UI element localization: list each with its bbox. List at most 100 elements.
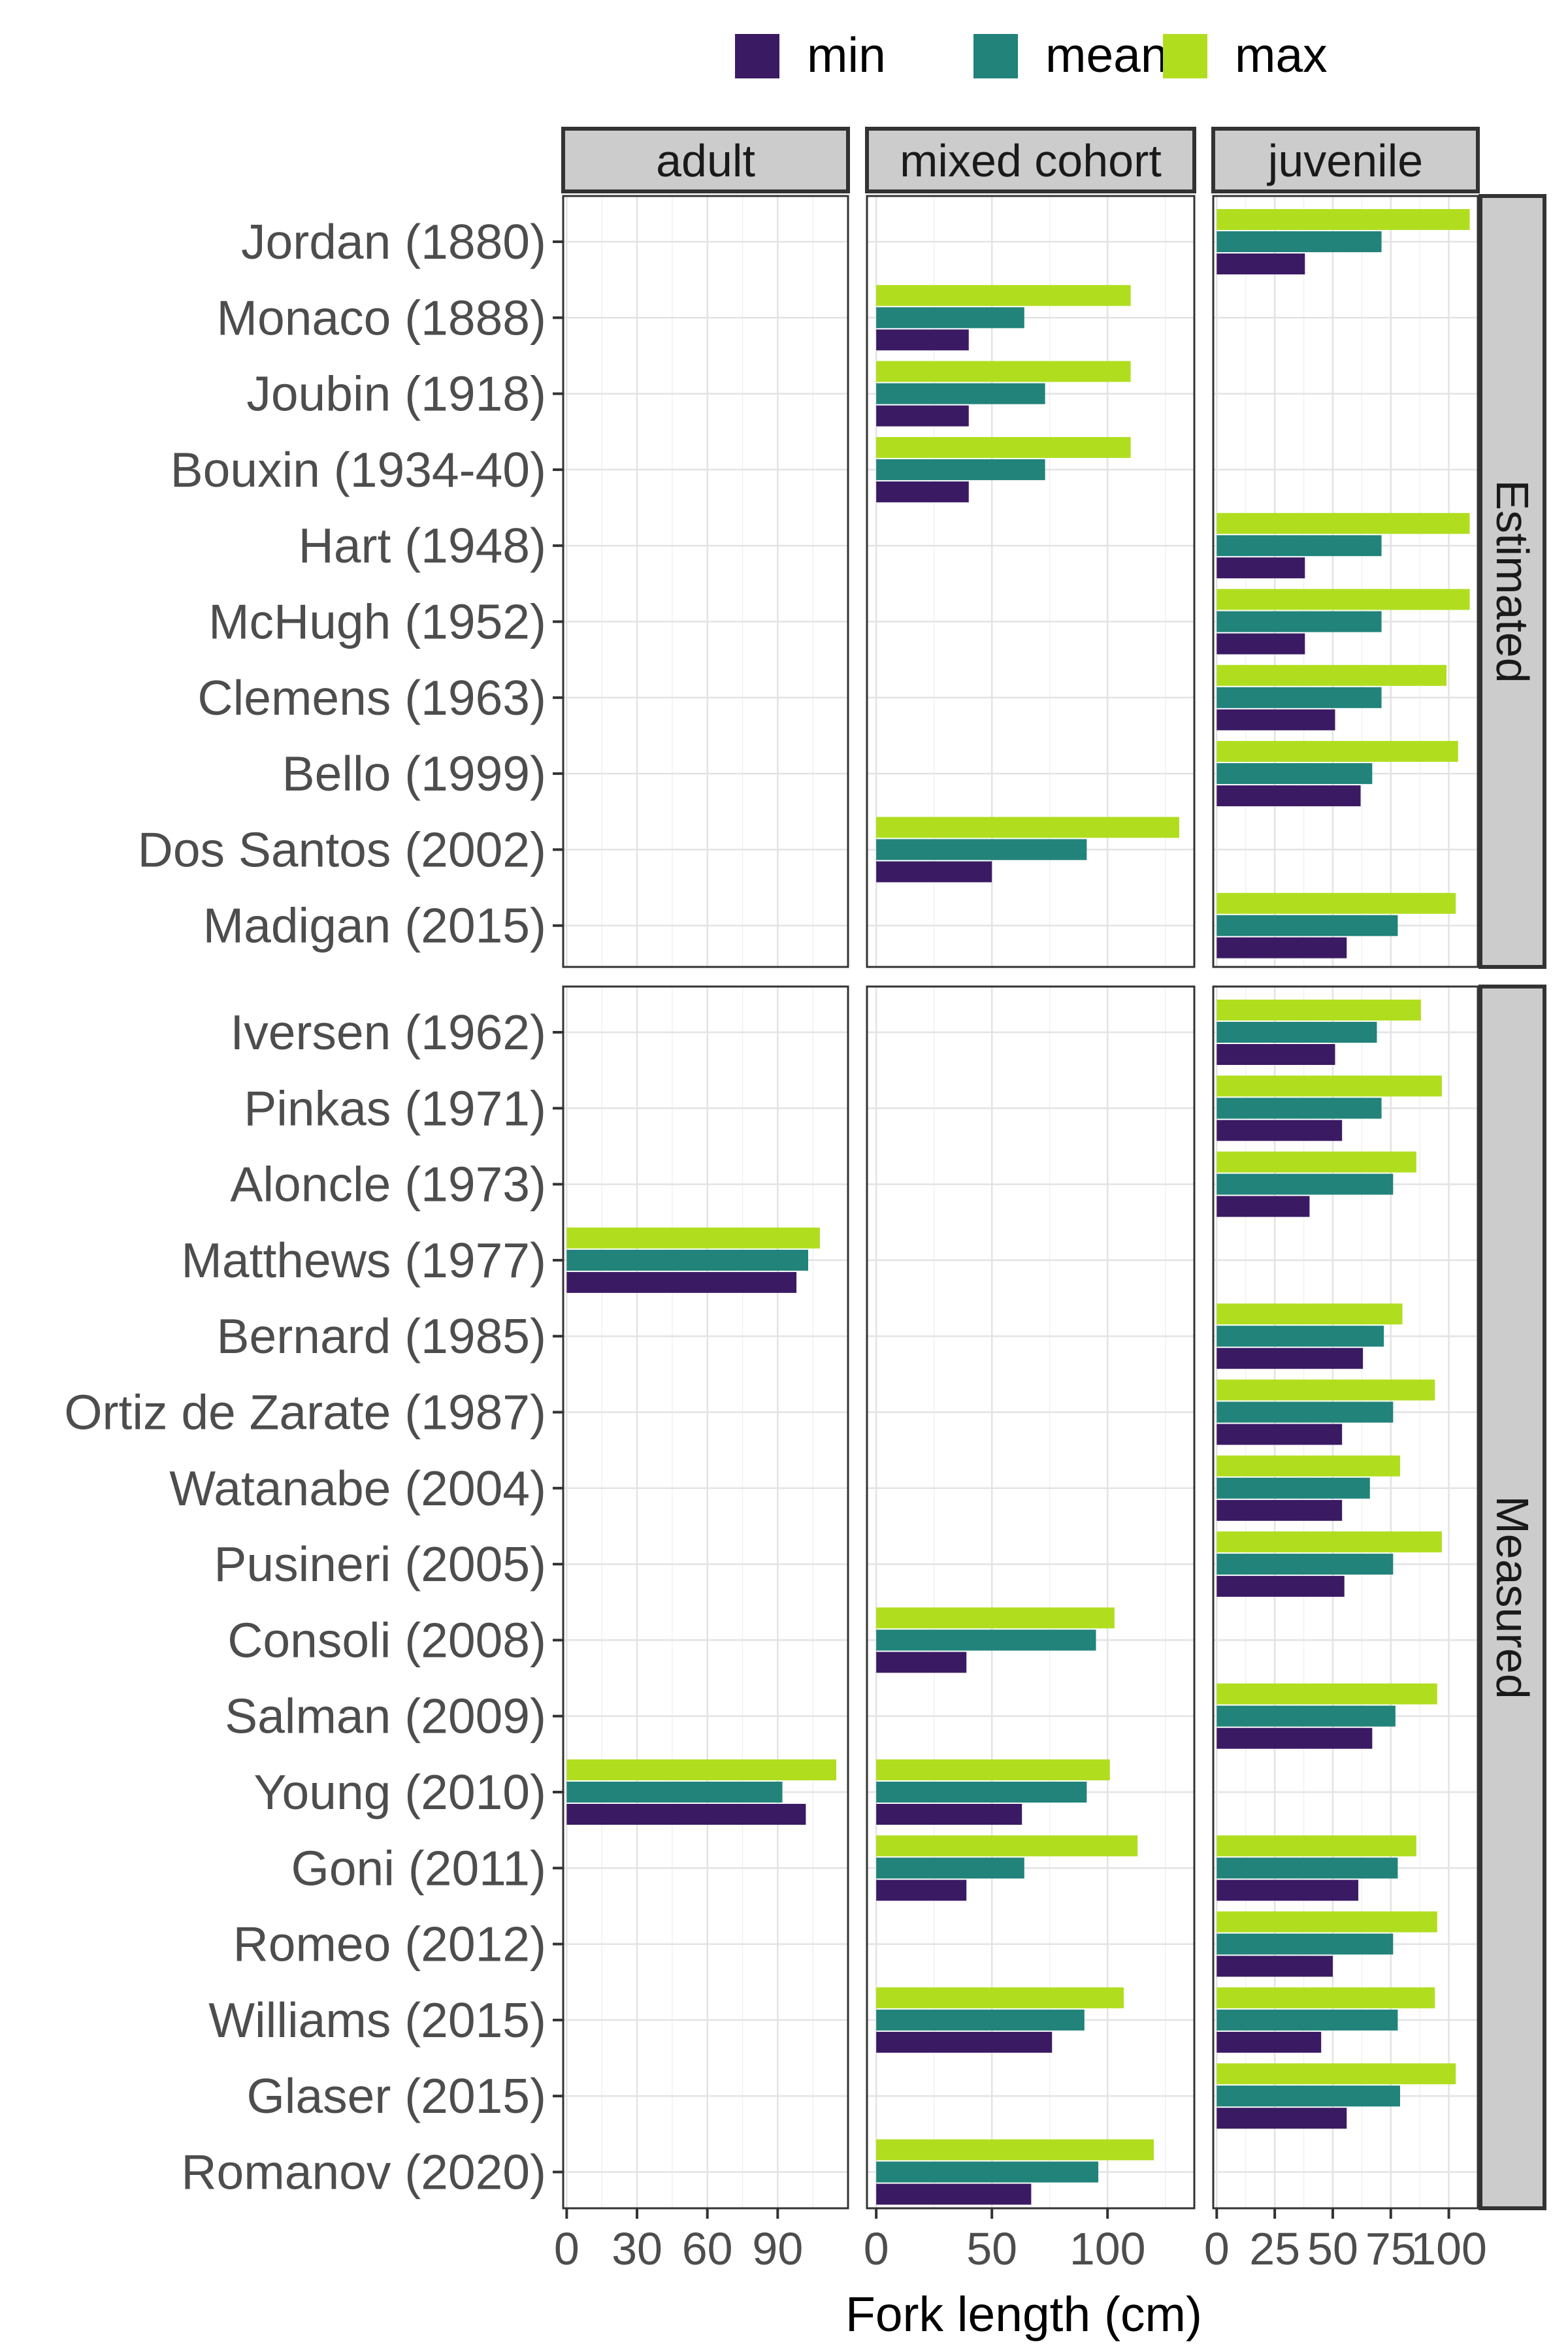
y-tick-label-aloncle-1973: Aloncle (1973) bbox=[230, 1157, 546, 1212]
bar-juvenile-ortiz-de-zarate-1987-max bbox=[1217, 1379, 1435, 1401]
x-tick-label-juvenile: 25 bbox=[1249, 2223, 1300, 2274]
bar-juvenile-ortiz-de-zarate-1987-min bbox=[1217, 1424, 1343, 1445]
y-tick-label-pusineri-2005: Pusineri (2005) bbox=[214, 1537, 546, 1592]
y-tick-label-madigan-2015: Madigan (2015) bbox=[203, 898, 546, 953]
bar-juvenile-hart-1948-mean bbox=[1217, 535, 1382, 557]
bar-juvenile-goni-2011-min bbox=[1217, 1880, 1359, 1901]
bar-juvenile-romeo-2012-mean bbox=[1217, 1933, 1394, 1955]
bar-adult-young-2010-max bbox=[566, 1759, 837, 1780]
bar-juvenile-pusineri-2005-max bbox=[1217, 1531, 1442, 1553]
bar-juvenile-pinkas-1971-min bbox=[1217, 1120, 1343, 1141]
bar-juvenile-bello-1999-max bbox=[1217, 741, 1458, 762]
bar-mixed-joubin-1918-max bbox=[876, 361, 1131, 382]
bar-juvenile-hart-1948-min bbox=[1217, 557, 1305, 579]
bar-adult-matthews-1977-max bbox=[566, 1227, 820, 1249]
bar-juvenile-glaser-2015-mean bbox=[1217, 2085, 1400, 2107]
row-strip-estimated bbox=[1478, 194, 1546, 969]
bar-juvenile-watanabe-2004-max bbox=[1217, 1455, 1400, 1477]
bar-juvenile-mchugh-1952-mean bbox=[1217, 611, 1382, 632]
y-tick-label-joubin-1918: Joubin (1918) bbox=[246, 367, 546, 421]
x-tick-label-adult: 60 bbox=[682, 2223, 733, 2274]
bar-juvenile-watanabe-2004-mean bbox=[1217, 1477, 1370, 1499]
row-strip-label-measured: Measured bbox=[1487, 1495, 1538, 1699]
legend-key-max bbox=[1163, 34, 1207, 78]
panel-border bbox=[1212, 985, 1479, 2210]
bar-juvenile-watanabe-2004-min bbox=[1217, 1499, 1343, 1521]
x-tick-label-mixed: 100 bbox=[1070, 2223, 1146, 2274]
bar-juvenile-iversen-1962-max bbox=[1217, 1000, 1421, 1021]
panel-background bbox=[563, 196, 848, 967]
legend-key-mean bbox=[973, 34, 1018, 78]
bar-mixed-young-2010-min bbox=[876, 1804, 1022, 1825]
bar-mixed-bouxin-1934-40-mean bbox=[876, 459, 1045, 480]
y-tick-label-bouxin-1934-40: Bouxin (1934-40) bbox=[171, 442, 546, 497]
bar-juvenile-bernard-1985-max bbox=[1217, 1303, 1403, 1325]
bar-juvenile-williams-2015-max bbox=[1217, 1987, 1435, 2008]
row-strip-measured bbox=[1478, 985, 1546, 2210]
y-tick-label-ortiz-de-zarate-1987: Ortiz de Zarate (1987) bbox=[64, 1385, 546, 1440]
panel-measured-adult bbox=[563, 987, 848, 2208]
bar-juvenile-glaser-2015-max bbox=[1217, 2063, 1456, 2085]
y-tick-label-watanabe-2004: Watanabe (2004) bbox=[169, 1461, 546, 1516]
bar-juvenile-madigan-2015-min bbox=[1217, 937, 1347, 958]
bar-mixed-williams-2015-max bbox=[876, 1987, 1124, 2008]
bar-mixed-young-2010-max bbox=[876, 1759, 1110, 1780]
bar-juvenile-williams-2015-mean bbox=[1217, 2009, 1398, 2031]
column-strip-label-juvenile: juvenile bbox=[1267, 135, 1423, 186]
y-tick-label-hart-1948: Hart (1948) bbox=[299, 518, 546, 573]
panel-background bbox=[563, 987, 848, 2208]
bar-juvenile-madigan-2015-mean bbox=[1217, 915, 1398, 936]
panel-estimated-juvenile bbox=[1213, 196, 1478, 967]
y-tick-label-salman-2009: Salman (2009) bbox=[225, 1689, 546, 1744]
y-tick-label-romanov-2020: Romanov (2020) bbox=[181, 2145, 546, 2200]
bar-juvenile-clemens-1963-max bbox=[1217, 664, 1447, 686]
x-tick-label-juvenile: 75 bbox=[1365, 2223, 1416, 2274]
panel-border bbox=[562, 985, 849, 2210]
x-tick-label-mixed: 0 bbox=[864, 2223, 889, 2274]
y-tick-label-monaco-1888: Monaco (1888) bbox=[217, 290, 546, 345]
bar-juvenile-iversen-1962-mean bbox=[1217, 1022, 1377, 1043]
y-tick-label-pinkas-1971: Pinkas (1971) bbox=[244, 1081, 546, 1135]
bar-mixed-romanov-2020-min bbox=[876, 2183, 1032, 2205]
bar-mixed-monaco-1888-min bbox=[876, 329, 969, 351]
x-tick-label-juvenile: 50 bbox=[1307, 2223, 1358, 2274]
bar-mixed-bouxin-1934-40-min bbox=[876, 481, 969, 502]
legend-key-min bbox=[735, 34, 779, 78]
panel-border bbox=[866, 985, 1196, 2210]
bar-juvenile-salman-2009-mean bbox=[1217, 1705, 1396, 1727]
bar-juvenile-ortiz-de-zarate-1987-mean bbox=[1217, 1401, 1394, 1423]
bar-mixed-goni-2011-max bbox=[876, 1835, 1138, 1857]
bar-mixed-williams-2015-min bbox=[876, 2031, 1053, 2053]
legend-label-max: max bbox=[1235, 27, 1328, 82]
bar-juvenile-hart-1948-max bbox=[1217, 513, 1470, 534]
y-tick-label-williams-2015: Williams (2015) bbox=[208, 1993, 546, 2048]
legend-label-min: min bbox=[807, 27, 886, 82]
bar-juvenile-goni-2011-mean bbox=[1217, 1857, 1398, 1879]
bar-juvenile-salman-2009-min bbox=[1217, 1727, 1373, 1749]
bar-adult-matthews-1977-mean bbox=[566, 1249, 808, 1271]
y-tick-label-bello-1999: Bello (1999) bbox=[282, 746, 546, 801]
bar-mixed-consoli-2008-mean bbox=[876, 1629, 1096, 1651]
bar-juvenile-pinkas-1971-mean bbox=[1217, 1098, 1382, 1119]
panel-borders bbox=[562, 195, 1479, 2210]
bar-mixed-goni-2011-mean bbox=[876, 1857, 1024, 1879]
bar-juvenile-clemens-1963-mean bbox=[1217, 687, 1382, 708]
bar-adult-young-2010-min bbox=[566, 1804, 806, 1825]
row-facet-strips: Estimated Measured bbox=[1478, 194, 1546, 2210]
bar-juvenile-jordan-1880-min bbox=[1217, 253, 1305, 274]
bar-mixed-dos-santos-2002-mean bbox=[876, 839, 1087, 860]
bar-juvenile-aloncle-1973-max bbox=[1217, 1151, 1416, 1173]
bar-juvenile-pusineri-2005-mean bbox=[1217, 1554, 1394, 1575]
bar-juvenile-jordan-1880-max bbox=[1217, 209, 1470, 230]
bar-mixed-romanov-2020-max bbox=[876, 2139, 1154, 2161]
panel-border bbox=[866, 195, 1196, 968]
column-strip-mixed bbox=[865, 127, 1196, 193]
panel-border bbox=[562, 195, 849, 968]
panel-border bbox=[1212, 195, 1479, 968]
bar-juvenile-glaser-2015-min bbox=[1217, 2108, 1347, 2129]
column-strip-adult bbox=[561, 127, 850, 193]
y-tick-label-bernard-1985: Bernard (1985) bbox=[217, 1309, 546, 1364]
x-axis-title: Fork length (cm) bbox=[845, 2287, 1202, 2342]
